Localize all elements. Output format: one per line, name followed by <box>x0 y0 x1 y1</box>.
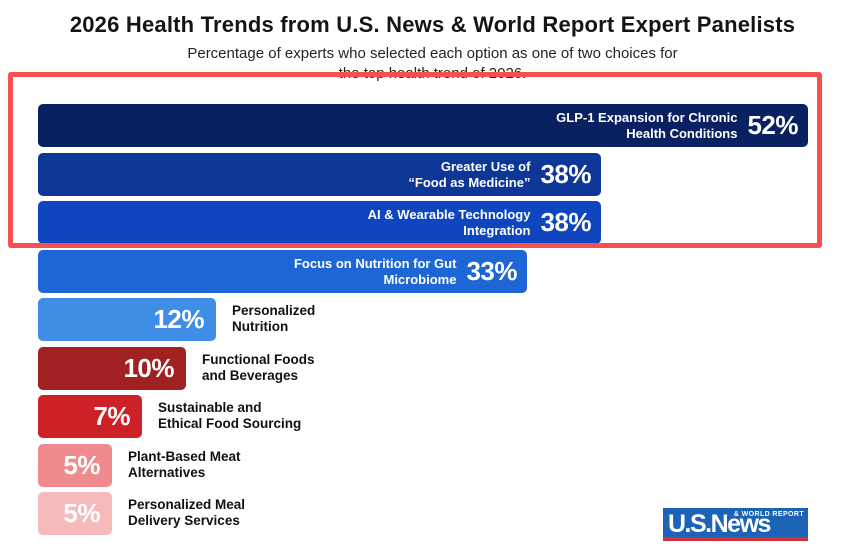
bar-label: Plant-Based Meat Alternatives <box>128 448 241 481</box>
usnews-logo-wordmark: U.S.News <box>668 510 771 538</box>
usnews-logo-subtext: & WORLD REPORT <box>733 511 804 518</box>
bar-meal-delivery: 5% <box>38 492 112 535</box>
bar-value: 5% <box>63 498 100 528</box>
bar-row: 5% Personalized Meal Delivery Services <box>0 492 865 535</box>
bar-row: 5% Plant-Based Meat Alternatives <box>0 444 865 487</box>
bar-gut-microbiome: Focus on Nutrition for Gut Microbiome 33… <box>38 250 527 293</box>
chart-title: 2026 Health Trends from U.S. News & Worl… <box>69 12 796 37</box>
bar-glp1-expansion: GLP-1 Expansion for Chronic Health Condi… <box>38 104 808 147</box>
bar-label: GLP-1 Expansion for Chronic Health Condi… <box>556 110 738 141</box>
bar-ai-wearable-tech: AI & Wearable Technology Integration 38% <box>38 201 601 244</box>
bar-row: Focus on Nutrition for Gut Microbiome 33… <box>0 250 865 293</box>
usnews-logo: & WORLD REPORT U.S.News <box>663 508 808 541</box>
bar-value: 5% <box>63 450 100 480</box>
chart-subtitle-line2: the top health trend of 2026. <box>338 65 527 82</box>
bar-food-as-medicine: Greater Use of “Food as Medicine” 38% <box>38 153 601 196</box>
usnews-logo-box: & WORLD REPORT U.S.News <box>663 508 808 538</box>
bar-sustainable-sourcing: 7% <box>38 395 142 438</box>
bar-label: Personalized Meal Delivery Services <box>128 496 246 529</box>
bar-value: 33% <box>466 256 517 286</box>
bar-plant-based-meat: 5% <box>38 444 112 487</box>
bar-row: 12% Personalized Nutrition <box>0 298 865 341</box>
usnews-logo-underline <box>663 537 808 541</box>
bar-personalized-nutrition: 12% <box>38 298 216 341</box>
chart-subtitle-line1: Percentage of experts who selected each … <box>187 45 678 62</box>
chart-subtitle: Percentage of experts who selected each … <box>0 44 865 84</box>
bar-row: GLP-1 Expansion for Chronic Health Condi… <box>0 104 865 147</box>
bar-label: Functional Foods and Beverages <box>202 351 315 384</box>
bar-row: 7% Sustainable and Ethical Food Sourcing <box>0 395 865 438</box>
bar-value: 12% <box>153 304 204 334</box>
bar-label: Personalized Nutrition <box>232 302 316 335</box>
bar-value: 38% <box>540 159 591 189</box>
bar-row: Greater Use of “Food as Medicine” 38% <box>0 153 865 196</box>
bar-label: Sustainable and Ethical Food Sourcing <box>158 399 302 432</box>
bar-row: AI & Wearable Technology Integration 38% <box>0 201 865 244</box>
bar-row: 10% Functional Foods and Beverages <box>0 347 865 390</box>
bar-label: Greater Use of “Food as Medicine” <box>408 159 531 190</box>
bar-label: Focus on Nutrition for Gut Microbiome <box>293 256 457 287</box>
bar-value: 38% <box>540 207 591 237</box>
bar-value: 52% <box>747 110 798 140</box>
bar-value: 7% <box>93 401 130 431</box>
bar-label: AI & Wearable Technology Integration <box>367 207 531 238</box>
bar-value: 10% <box>123 353 174 383</box>
bar-functional-foods: 10% <box>38 347 186 390</box>
